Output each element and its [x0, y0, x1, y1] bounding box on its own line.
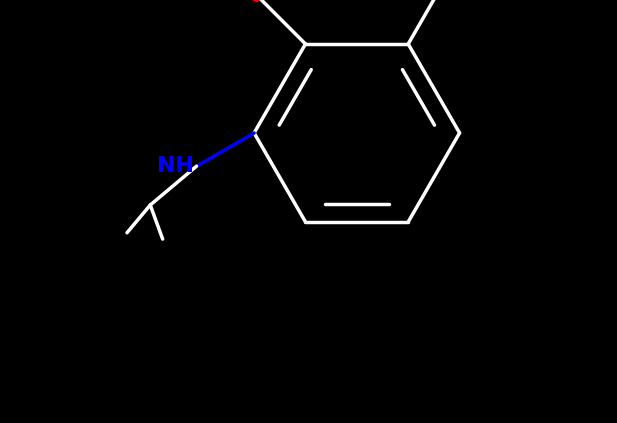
Text: NH: NH	[157, 156, 194, 176]
